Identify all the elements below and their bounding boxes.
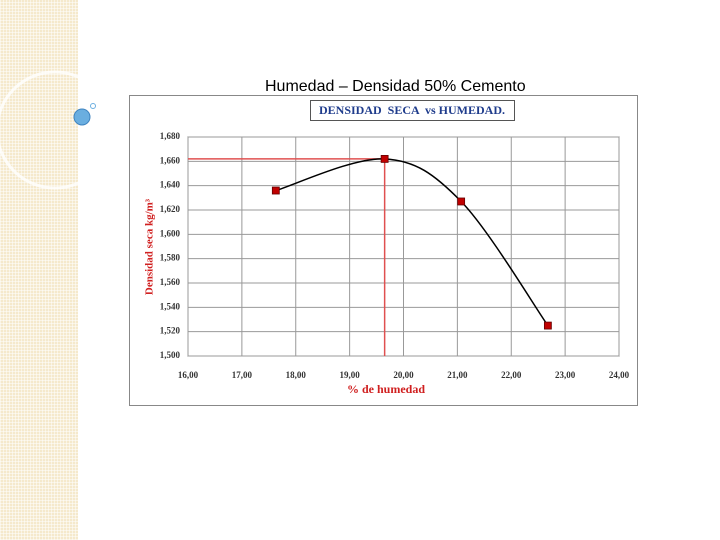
y-tick-label: 1,540	[160, 301, 181, 311]
bullet	[90, 103, 96, 109]
y-tick-label: 1,680	[160, 131, 181, 141]
y-tick-label: 1,500	[160, 350, 181, 360]
y-tick-label: 1,600	[160, 228, 181, 238]
data-marker	[380, 154, 389, 163]
decor-arc	[0, 70, 115, 190]
y-tick-label: 1,580	[160, 253, 181, 263]
bullet	[73, 108, 91, 126]
chart-title: DENSIDAD SECA vs HUMEDAD.	[319, 103, 505, 117]
data-line	[275, 158, 549, 327]
slide-title: Humedad – Densidad 50% Cemento	[265, 78, 526, 95]
y-axis-label: Densidad seca kg/m³	[144, 198, 156, 295]
y-tick-label: 1,560	[160, 277, 181, 287]
x-axis-label: % de humedad	[347, 382, 425, 396]
data-marker	[457, 197, 466, 206]
x-tick-label: 24,00	[609, 370, 630, 380]
y-tick-label: 1,660	[160, 155, 181, 165]
x-tick-label: 19,00	[340, 370, 361, 380]
y-tick-label: 1,620	[160, 204, 181, 214]
x-tick-label: 21,00	[447, 370, 468, 380]
y-tick-label: 1,640	[160, 180, 181, 190]
x-tick-label: 23,00	[555, 370, 576, 380]
x-tick-label: 18,00	[286, 370, 307, 380]
title-box	[310, 100, 515, 121]
data-marker	[543, 321, 552, 330]
data-marker	[271, 186, 280, 195]
y-tick-label: 1,520	[160, 326, 181, 336]
x-tick-label: 17,00	[232, 370, 253, 380]
x-tick-label: 20,00	[393, 370, 414, 380]
x-tick-label: 16,00	[178, 370, 199, 380]
x-tick-label: 22,00	[501, 370, 522, 380]
